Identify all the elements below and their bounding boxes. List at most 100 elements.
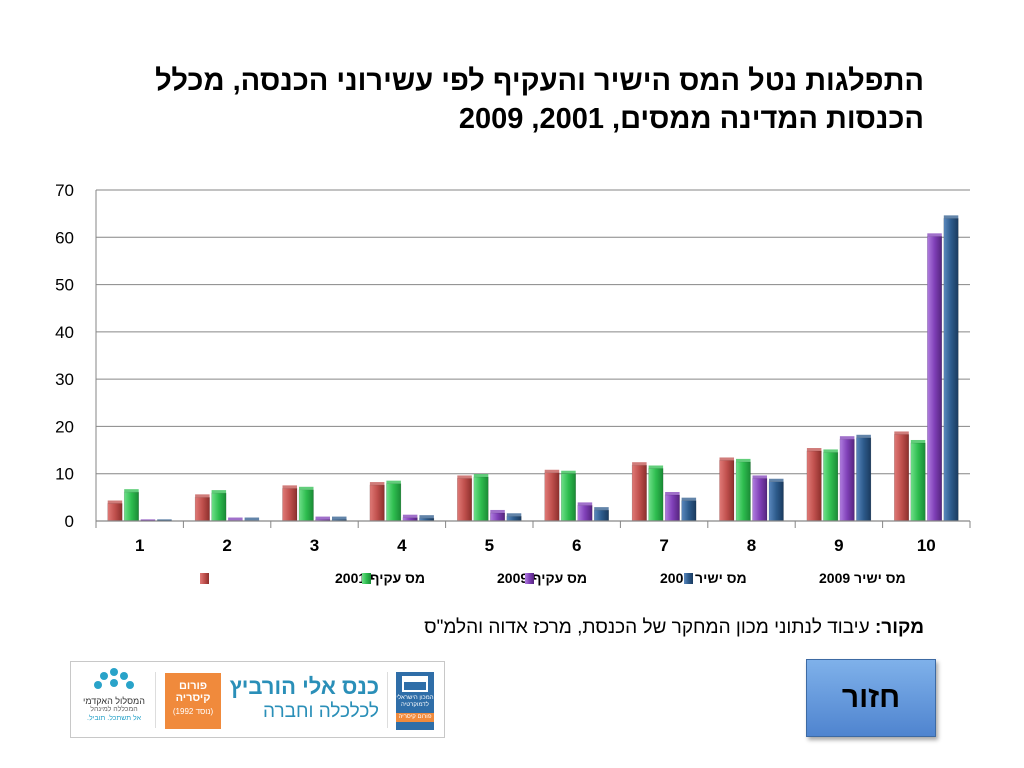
x-tick-label: 1 — [135, 536, 144, 555]
bar-cap — [927, 233, 942, 237]
idi-forum: פורום קיסריה — [396, 713, 434, 722]
bar-cap — [457, 475, 472, 479]
bar — [506, 516, 522, 522]
bar — [927, 236, 943, 522]
caesarea-line3: (נוסד 1992) — [172, 707, 214, 716]
x-tick-label: 9 — [834, 536, 843, 555]
bar-cap — [332, 516, 347, 520]
bar — [735, 461, 751, 522]
legend-label: מס ישיר 2009 — [819, 570, 906, 586]
y-tick-label: 60 — [55, 228, 74, 247]
bar-cap — [736, 458, 751, 462]
bar — [473, 476, 489, 522]
bar — [369, 484, 385, 522]
academic-track-sub: המכללה למינהל — [90, 706, 138, 713]
y-tick-label: 30 — [55, 370, 74, 389]
bar — [140, 519, 156, 521]
bar — [544, 472, 560, 522]
bar-cap — [490, 509, 505, 513]
bar — [298, 489, 314, 522]
bar-cap — [681, 497, 697, 501]
back-button[interactable]: חזור — [806, 659, 936, 737]
bar — [457, 478, 473, 522]
bar-chart: 0 10 20 30 40 50 60 70 1 2 3 4 5 6 7 8 9 10 מס עקיף 2001 מ… — [55, 181, 971, 586]
bar — [768, 481, 784, 522]
academic-track-logo: המסלול האקדמי המכללה למינהל אל תשתכל. תו… — [79, 668, 149, 732]
bar-cap — [386, 480, 401, 484]
bar — [107, 503, 123, 522]
academic-track-name: המסלול האקדמי — [83, 696, 145, 706]
bar — [823, 452, 839, 522]
bar-cap — [299, 486, 314, 490]
back-button-label: חזור — [841, 681, 901, 714]
bar — [664, 494, 680, 522]
logo-divider — [387, 672, 388, 728]
conference-name: כנס אלי הורביץ — [229, 674, 379, 699]
x-tick-label: 5 — [485, 536, 494, 555]
bar — [211, 492, 227, 522]
bar-cap — [544, 469, 560, 473]
bar-cap — [107, 500, 123, 504]
bar-cap — [823, 449, 838, 453]
bar-cap — [211, 490, 227, 494]
caesarea-forum-logo: פורום קיסריה (נוסד 1992) — [165, 673, 221, 729]
conference-subtitle: לכלכלה וחברה — [263, 701, 379, 722]
x-tick-label: 8 — [747, 536, 756, 555]
bar-cap — [894, 431, 909, 435]
bar-cap — [195, 494, 210, 498]
bar — [577, 505, 593, 522]
bar-cap — [244, 517, 260, 521]
bar — [282, 488, 298, 522]
bar-cap — [594, 507, 609, 511]
y-tick-label: 70 — [55, 181, 74, 200]
source-label: מקור: — [874, 617, 924, 638]
bar-cap — [228, 517, 243, 521]
source-note: מקור: עיבוד לנתוני מכון המחקר של הכנסת, … — [424, 617, 924, 639]
bar-cap — [632, 462, 647, 466]
bar — [681, 500, 697, 522]
bar-cap — [282, 485, 297, 489]
bar-cap — [402, 514, 418, 518]
bar — [631, 464, 647, 522]
bar-cap — [648, 465, 664, 469]
idi-name: המכון הישראלי לדמוקרטיה — [396, 695, 434, 708]
academic-track-slogan: אל תשתכל. תוביל. — [87, 715, 141, 722]
legend-label: מס עקיף 2001 — [335, 570, 425, 586]
legend-swatch — [200, 573, 209, 584]
y-tick-label: 50 — [55, 276, 74, 295]
bar — [123, 491, 139, 522]
bar-cap — [943, 215, 959, 219]
bar-cap — [769, 478, 784, 482]
bar — [157, 519, 172, 521]
legend-label: מס עקיף 2009 — [497, 570, 587, 586]
bar-cap — [577, 502, 593, 506]
bar-cap — [856, 434, 871, 438]
slide-title: התפלגות נטל המס הישיר והעקיף לפי עשירוני… — [155, 65, 924, 135]
bar — [593, 509, 609, 522]
legend-swatch — [684, 573, 693, 584]
y-tick-label: 40 — [55, 323, 74, 342]
caesarea-line2: קיסריה — [175, 692, 211, 704]
bar-cap — [719, 457, 734, 461]
bar — [894, 434, 910, 522]
bar — [560, 473, 576, 522]
legend-label: מס ישיר 2001 — [660, 570, 747, 586]
bar — [856, 437, 872, 522]
y-tick-label: 0 — [65, 512, 74, 531]
bar — [490, 512, 506, 522]
x-tick-label: 3 — [310, 536, 319, 555]
x-tick-label: 7 — [659, 536, 668, 555]
y-tick-label: 20 — [55, 417, 74, 436]
conference-logo: כנס אלי הורביץ לכלכלה וחברה — [229, 674, 379, 724]
bar-cap — [839, 436, 855, 440]
bar — [386, 483, 402, 522]
legend-swatch — [362, 573, 371, 584]
bar-cap — [910, 439, 926, 443]
bar-cap — [752, 475, 767, 479]
bar — [648, 468, 664, 522]
x-tick-label: 4 — [397, 536, 407, 555]
bar — [752, 478, 768, 522]
bar-cap — [473, 474, 489, 478]
bar-cap — [506, 513, 522, 517]
bar — [839, 438, 855, 522]
